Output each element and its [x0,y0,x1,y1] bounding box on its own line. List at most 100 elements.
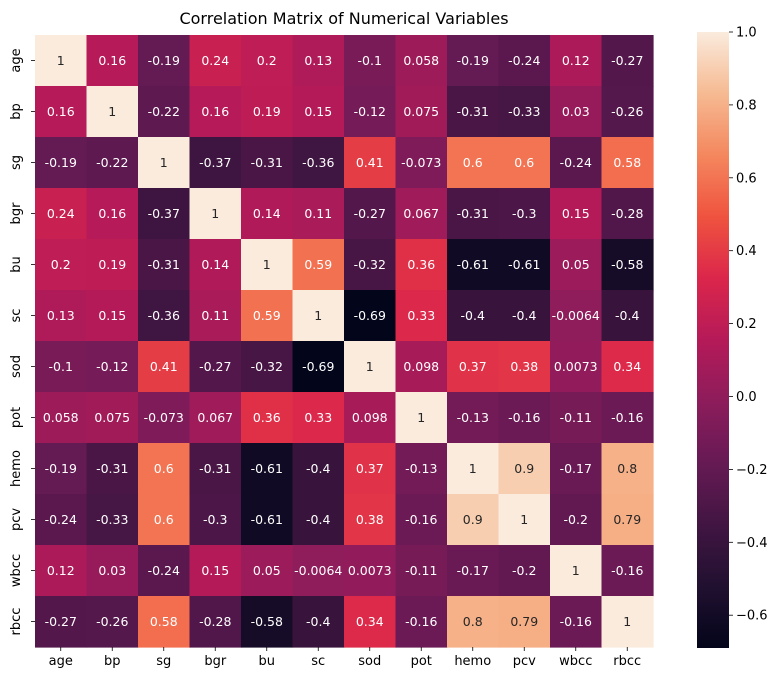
heatmap-cell [550,86,603,138]
colorbar-tick-label: 0.2 [736,317,757,332]
heatmap-cell [447,290,500,342]
heatmap-cell [241,137,294,189]
cell-value-label: -0.31 [96,461,128,476]
cell-value-label: -0.61 [251,512,283,527]
cell-value-label: 0.11 [304,206,332,221]
cell-value-label: 0.6 [154,512,174,527]
cell-value-label: 1 [417,410,425,425]
cell-value-label: -0.4 [306,461,330,476]
cell-value-label: -0.12 [354,104,386,119]
colorbar-gradient [697,32,729,648]
heatmap-cell [395,137,448,189]
x-tick-label: bgr [204,654,227,669]
x-axis: age bp sg bgr bu sc sod pot hemo pcv wbcc rbcc [49,647,641,669]
heatmap-cell [601,545,654,597]
cell-value-label: -0.33 [96,512,128,527]
cell-value-label: 0.58 [150,614,178,629]
y-axis: age bp sg bgr bu sc sod pot hemo pcv wbcc rbcc [9,48,35,635]
heatmap-cell [189,596,242,648]
x-tick-label: rbcc [613,654,641,669]
cell-value-label: 0.16 [98,53,126,68]
colorbar-tick-label: −0.2 [736,463,768,478]
cell-value-label: 0.19 [253,104,281,119]
cell-value-label: 1 [160,155,168,170]
heatmap-cell [35,188,88,240]
heatmap-cell [35,137,88,189]
cell-value-label: 1 [211,206,219,221]
cell-value-label: -0.61 [508,257,540,272]
cell-value-label: 0.9 [514,461,534,476]
cell-value-label: 0.33 [304,410,332,425]
y-tick-label: pot [9,407,24,428]
heatmap-cell [241,392,294,444]
heatmap-cell [344,545,397,597]
heatmap-cell [395,35,448,87]
heatmap-cell [35,290,88,342]
cell-value-label: 0.59 [253,308,281,323]
heatmap-cell [601,86,654,138]
y-tick-label: sc [9,309,24,323]
cell-value-label: 0.067 [403,206,439,221]
cell-value-label: -0.36 [148,308,180,323]
cell-value-label: 0.14 [201,257,229,272]
heatmap-cell [86,341,139,393]
cell-value-label: 1 [263,257,271,272]
heatmap-cell [395,290,448,342]
colorbar-tick-label: 0.4 [736,244,757,259]
cell-value-label: 0.058 [403,53,439,68]
heatmap-cell [86,188,139,240]
colorbar-tick-label: −0.6 [736,609,768,624]
cell-value-label: -0.2 [512,563,536,578]
heatmap-cell [447,341,500,393]
cell-value-label: 0.41 [356,155,384,170]
y-tick-label: sod [9,355,24,378]
heatmap-cell [292,545,345,597]
cell-value-label: -0.19 [457,53,489,68]
heatmap-cell [498,443,551,495]
heatmap-cell [241,494,294,546]
cell-value-label: -0.32 [354,257,386,272]
heatmap-cell [86,86,139,138]
cell-value-label: -0.37 [148,206,180,221]
heatmap-cell [189,188,242,240]
heatmap-cell [292,35,345,87]
cell-value-label: 0.13 [47,308,75,323]
cell-value-label: 0.24 [47,206,75,221]
heatmap-cell [241,86,294,138]
cell-value-label: 0.37 [459,359,487,374]
x-tick-label: pcv [513,654,536,669]
cell-value-label: -0.31 [251,155,283,170]
heatmap-cell [550,239,603,291]
heatmap-cell [292,239,345,291]
chart-title: Correlation Matrix of Numerical Variable… [179,9,508,28]
heatmap-cell [395,392,448,444]
cell-value-label: 0.58 [613,155,641,170]
heatmap-cell [498,188,551,240]
cell-value-label: -0.12 [96,359,128,374]
heatmap-cell [189,341,242,393]
heatmap-cell [138,596,191,648]
heatmap-cell [344,443,397,495]
heatmap-cell [395,494,448,546]
cell-value-label: -0.36 [302,155,334,170]
cell-value-label: -0.28 [611,206,643,221]
heatmap-cell [292,596,345,648]
cell-value-label: 1 [314,308,322,323]
cell-value-label: -0.4 [306,614,330,629]
heatmap-cell [86,545,139,597]
colorbar-tick-label: 0.0 [736,390,757,405]
heatmap-cell [241,188,294,240]
heatmap-cell [395,545,448,597]
heatmap-cell [344,35,397,87]
x-tick-label: bu [259,654,276,669]
heatmap-cell [138,341,191,393]
cell-value-label: -0.27 [45,614,77,629]
cell-value-label: 0.6 [463,155,483,170]
cell-value-label: 0.33 [407,308,435,323]
cell-value-label: -0.26 [96,614,128,629]
heatmap-cell [86,239,139,291]
x-tick-label: sg [156,654,171,669]
heatmap-cell [550,137,603,189]
heatmap-cell [550,596,603,648]
heatmap-cell [189,137,242,189]
